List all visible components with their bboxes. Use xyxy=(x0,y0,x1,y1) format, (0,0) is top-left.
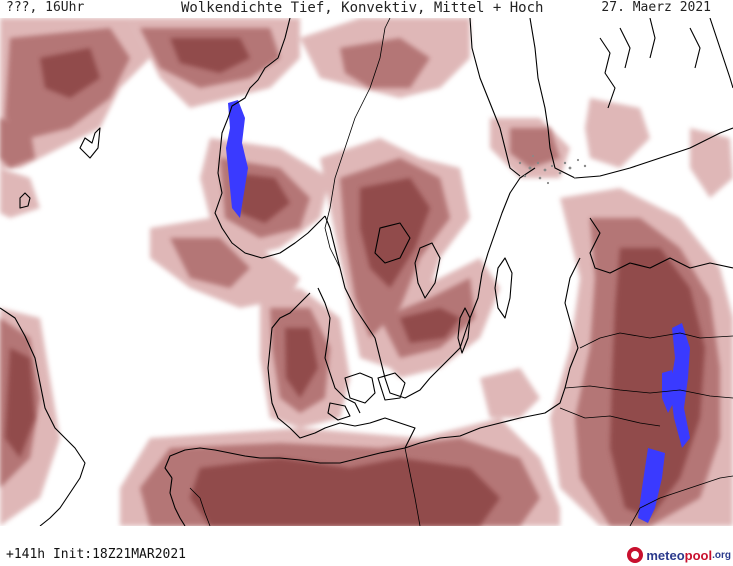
high-cloud-overlay xyxy=(226,100,690,523)
run-info-label: +141h Init:18Z21MAR2021 xyxy=(6,547,187,562)
header: ???, 16Uhr Wolkendichte Tief, Konvektiv,… xyxy=(0,0,733,18)
coastlines xyxy=(0,18,733,526)
map-title: Wolkendichte Tief, Konvektiv, Mittel + H… xyxy=(181,0,544,16)
logo-text-org: .org xyxy=(712,549,731,561)
date-label: 27. Maerz 2021 xyxy=(601,0,711,15)
valid-time-label: ???, 16Uhr xyxy=(6,0,85,15)
meteopool-logo[interactable]: meteo pool .org xyxy=(627,544,731,566)
map-canvas xyxy=(0,18,733,526)
meteopool-logo-icon xyxy=(627,547,644,563)
logo-text-meteo: meteo xyxy=(646,547,685,563)
footer: +141h Init:18Z21MAR2021 meteo pool .org xyxy=(0,526,733,566)
logo-text-pool: pool xyxy=(684,547,713,563)
cloud-density-map xyxy=(0,18,733,526)
cloud-layer-dark xyxy=(5,38,705,526)
archipelago-detail xyxy=(518,155,587,185)
